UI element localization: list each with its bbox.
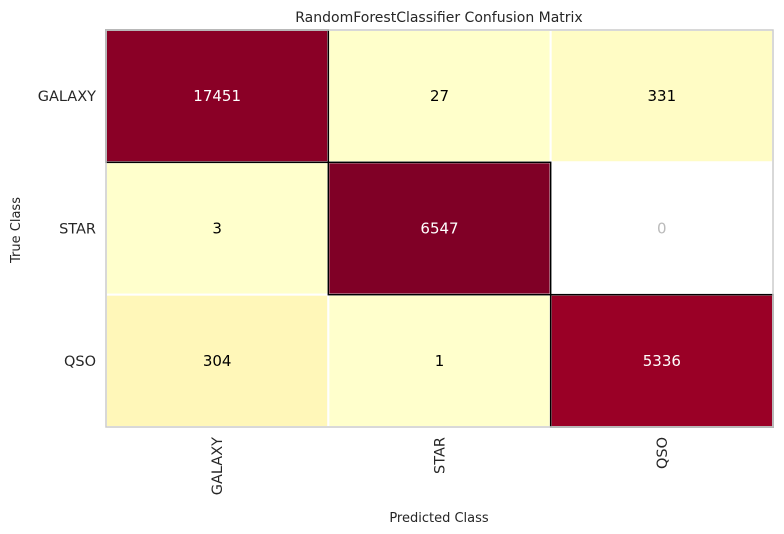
y-tick-label: STAR bbox=[59, 222, 96, 238]
plot-frame bbox=[105, 29, 774, 428]
heatmap-cell-galaxy-star bbox=[327, 29, 552, 164]
cell-value-label: 6547 bbox=[420, 220, 458, 238]
y-tick-label: GALAXY bbox=[38, 89, 96, 105]
cell-value-label: 27 bbox=[430, 87, 449, 105]
chart-title: RandomForestClassifier Confusion Matrix bbox=[295, 10, 582, 26]
x-tick-label: STAR bbox=[433, 437, 449, 474]
cell-value-label: 5336 bbox=[643, 352, 681, 370]
y-tick-labels: GALAXY STAR QSO bbox=[38, 89, 96, 370]
y-tick-label: QSO bbox=[64, 354, 96, 370]
cell-value-labels: 17451 27 331 3 6547 0 304 1 5336 bbox=[193, 87, 681, 370]
x-axis-title: Predicted Class bbox=[389, 511, 489, 526]
heatmap-cell-galaxy-galaxy bbox=[105, 29, 330, 164]
x-tick-labels: GALAXY STAR QSO bbox=[210, 437, 671, 495]
cell-value-label: 3 bbox=[212, 220, 222, 238]
heatmap-cells bbox=[105, 29, 775, 428]
heatmap-cell-qso-star bbox=[327, 293, 552, 428]
cell-value-label: 331 bbox=[648, 87, 677, 105]
x-tick-label: GALAXY bbox=[210, 437, 226, 495]
y-axis-title: True Class bbox=[9, 197, 24, 264]
cell-value-label: 1 bbox=[435, 352, 445, 370]
cell-value-label: 17451 bbox=[193, 87, 241, 105]
heatmap-cell-star-qso bbox=[549, 161, 775, 296]
x-tick-label: QSO bbox=[655, 437, 671, 469]
heatmap-cell-star-star bbox=[327, 161, 552, 296]
heatmap-cell-star-galaxy bbox=[105, 161, 330, 296]
cell-value-label: 304 bbox=[203, 352, 232, 370]
diagonal-outline bbox=[327, 161, 552, 296]
cell-value-label: 0 bbox=[657, 220, 667, 238]
